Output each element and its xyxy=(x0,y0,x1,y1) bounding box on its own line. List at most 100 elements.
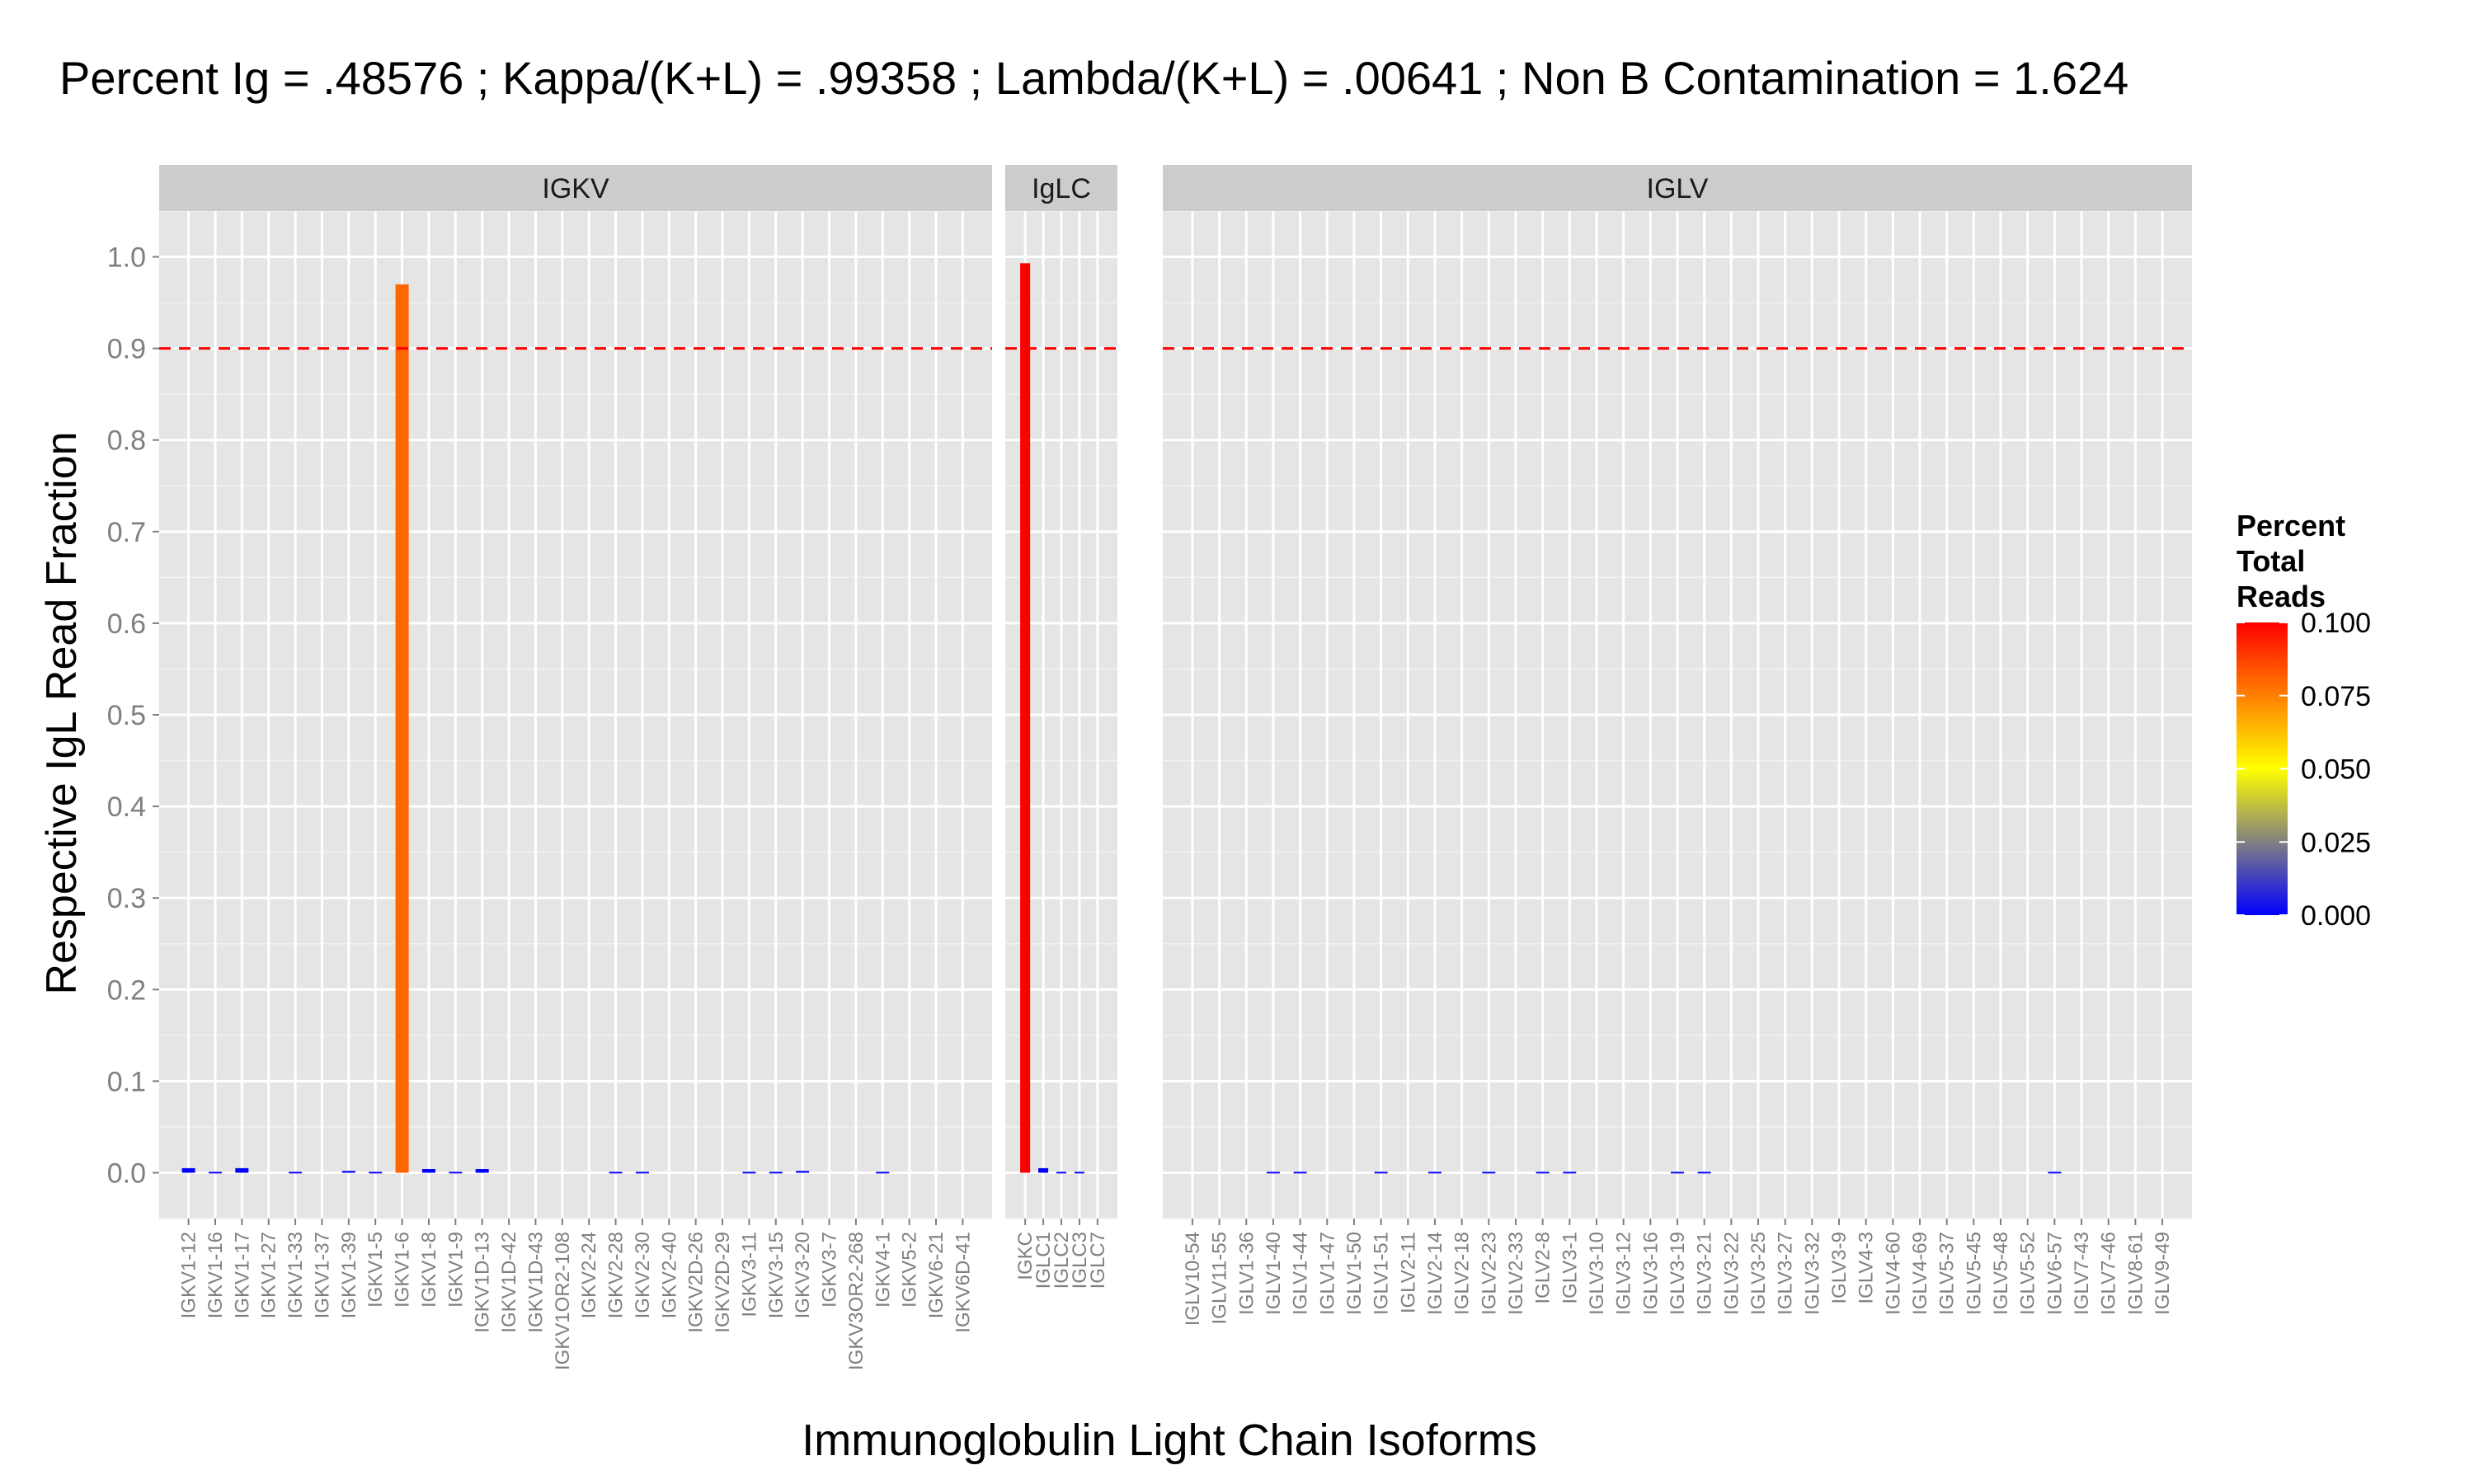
x-tick-label: IGKV5-2 xyxy=(899,1232,921,1308)
x-tick-label: IGLV3-19 xyxy=(1667,1232,1689,1315)
x-tick-label: IGLV3-10 xyxy=(1586,1232,1608,1315)
x-tick-label: IGKV6D-41 xyxy=(952,1232,974,1333)
x-tick-label: IGLV8-61 xyxy=(2124,1232,2147,1315)
x-tick-label: IGKV3-11 xyxy=(738,1232,760,1317)
bar-igkv1-17 xyxy=(235,1167,249,1173)
bar-iglv2-14 xyxy=(1427,1172,1442,1174)
x-tick-label: IGKV1D-42 xyxy=(498,1232,520,1333)
bar-igkv1-9 xyxy=(449,1172,463,1174)
x-tick-label: IGLV5-48 xyxy=(1990,1232,2012,1315)
x-tick-label: IGLV4-60 xyxy=(1882,1232,1904,1315)
legend-tick-label: 0.075 xyxy=(2301,681,2371,712)
x-tick-label: IGLV3-1 xyxy=(1559,1232,1581,1304)
legend-title-line: Reads xyxy=(2236,580,2326,613)
x-tick-label: IGLV3-16 xyxy=(1639,1232,1662,1315)
bar-igkv1-6 xyxy=(395,284,409,1173)
x-tick-label: IGLV2-8 xyxy=(1532,1232,1554,1304)
y-tick-label: 0.2 xyxy=(107,974,146,1006)
x-tick-label: IGLV5-37 xyxy=(1936,1232,1959,1315)
x-tick-label: IGKV3OR2-268 xyxy=(845,1232,868,1370)
bar-igkv3-20 xyxy=(796,1171,810,1173)
bar-igkc xyxy=(1020,263,1031,1173)
facet-strip-label: IGKV xyxy=(542,173,609,204)
x-tick-label: IGKV1-6 xyxy=(392,1232,414,1308)
x-axis-label: Immunoglobulin Light Chain Isoforms xyxy=(802,1416,1536,1465)
x-tick-label: IGLC7 xyxy=(1087,1232,1109,1289)
bar-igkv1-39 xyxy=(341,1171,355,1173)
x-tick-label: IGKV1-5 xyxy=(365,1232,387,1308)
legend-tick-label: 0.100 xyxy=(2301,608,2371,639)
legend-title-line: Total xyxy=(2236,544,2305,578)
y-tick-label: 0.1 xyxy=(107,1066,146,1097)
x-tick-label: IGKV2-28 xyxy=(605,1232,628,1318)
legend-tick-label: 0.000 xyxy=(2301,900,2371,932)
bar-igkv3-11 xyxy=(742,1172,756,1174)
x-tick-label: IGKV1-33 xyxy=(285,1232,307,1318)
x-tick-label: IGKV1-9 xyxy=(444,1232,467,1308)
x-tick-label: IGKV2-40 xyxy=(658,1232,680,1318)
x-tick-label: IGKV1-37 xyxy=(311,1232,333,1318)
x-tick-label: IGLV1-36 xyxy=(1235,1232,1258,1315)
x-tick-label: IGKV3-15 xyxy=(765,1232,788,1318)
x-tick-label: IGLV5-52 xyxy=(2017,1232,2039,1315)
x-tick-label: IGKV1OR2-108 xyxy=(552,1232,574,1370)
x-tick-label: IGKV1-39 xyxy=(338,1232,360,1318)
x-tick-label: IGKV1-27 xyxy=(258,1232,280,1318)
facet-strip xyxy=(1005,165,1117,211)
bar-igkv1-12 xyxy=(181,1167,195,1173)
x-tick-label: IGKV1-12 xyxy=(178,1232,200,1318)
x-tick-label: IGLV3-25 xyxy=(1747,1232,1770,1315)
x-tick-label: IGLV4-69 xyxy=(1909,1232,1931,1315)
bar-iglc2 xyxy=(1056,1172,1067,1174)
x-tick-label: IGLV7-43 xyxy=(2071,1232,2093,1315)
x-tick-label: IGLC1 xyxy=(1032,1232,1055,1289)
x-tick-label: IGKV2-24 xyxy=(578,1232,600,1318)
x-tick-label: IGLV1-40 xyxy=(1263,1232,1285,1315)
bar-igkv1-8 xyxy=(421,1169,435,1173)
bar-igkv1-33 xyxy=(289,1172,303,1174)
x-tick-label: IGLV2-14 xyxy=(1424,1232,1446,1315)
x-tick-label: IGLV2-23 xyxy=(1478,1232,1500,1315)
x-tick-label: IGLV3-32 xyxy=(1801,1232,1823,1315)
legend-title: Percent Total Reads xyxy=(2236,509,2345,613)
y-tick-label: 0.0 xyxy=(107,1158,146,1189)
x-tick-label: IGKC xyxy=(1014,1232,1037,1280)
bar-iglv3-21 xyxy=(1697,1172,1711,1174)
x-tick-label: IGKV2D-26 xyxy=(685,1232,708,1333)
bar-igkv2-30 xyxy=(635,1172,649,1174)
x-tick-label: IGKV2-30 xyxy=(632,1232,654,1318)
legend-title-line: Percent xyxy=(2236,509,2345,542)
x-tick-label: IGLV4-3 xyxy=(1856,1232,1878,1304)
legend: Percent Total Reads 0.000 0.025 0.050 0.075 0.1… xyxy=(2236,509,2371,932)
x-tick-label: IGLV7-46 xyxy=(2098,1232,2120,1315)
x-tick-label: IGKV1-17 xyxy=(231,1232,253,1318)
y-tick-label: 0.5 xyxy=(107,700,146,731)
x-tick-label: IGLV3-22 xyxy=(1720,1232,1743,1315)
y-tick-label: 1.0 xyxy=(107,242,146,274)
y-tick-label: 0.8 xyxy=(107,425,146,457)
bar-iglv1-51 xyxy=(1374,1172,1388,1174)
legend-tick-label: 0.025 xyxy=(2301,827,2371,858)
bar-iglv6-57 xyxy=(2048,1172,2062,1174)
bar-iglv1-44 xyxy=(1293,1172,1307,1174)
x-tick-label: IGLV3-27 xyxy=(1775,1232,1797,1315)
bar-igkv1-5 xyxy=(369,1172,383,1174)
x-tick-label: IGKV1D-13 xyxy=(472,1232,494,1333)
y-axis-label: Respective IgL Read Fraction xyxy=(38,431,86,994)
chart-title: Percent Ig = .48576 ; Kappa/(K+L) = .993… xyxy=(59,52,2128,104)
x-tick-label: IGLV10-54 xyxy=(1182,1232,1204,1326)
x-tick-label: IGKV6-21 xyxy=(925,1232,948,1318)
x-tick-label: IGLV1-47 xyxy=(1316,1232,1338,1315)
x-tick-label: IGLC3 xyxy=(1069,1232,1091,1289)
x-tick-label: IGLV2-11 xyxy=(1397,1232,1419,1313)
bar-iglv3-1 xyxy=(1563,1172,1577,1174)
bar-iglv2-8 xyxy=(1536,1172,1550,1174)
x-tick-label: IGKV1-8 xyxy=(418,1232,440,1308)
x-tick-label: IGLV11-55 xyxy=(1209,1232,1231,1325)
x-tick-label: IGLV1-50 xyxy=(1343,1232,1366,1315)
bar-igkv4-1 xyxy=(876,1172,890,1174)
bar-iglc1 xyxy=(1038,1167,1049,1173)
